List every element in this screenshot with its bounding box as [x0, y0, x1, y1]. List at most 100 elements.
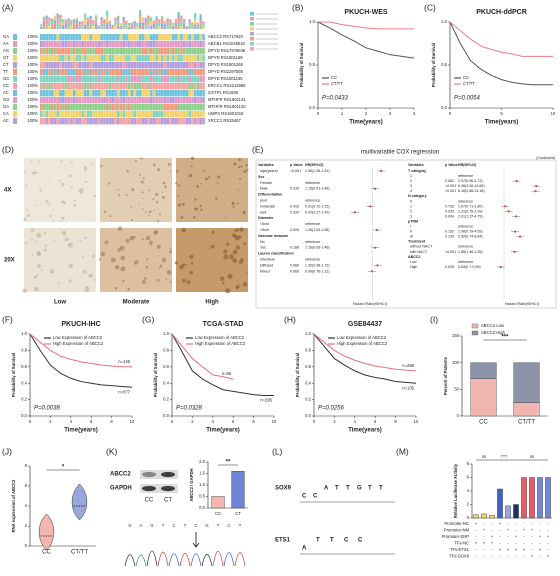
top-bar [59, 22, 62, 29]
heatmap-cell [114, 118, 117, 125]
y-axis-label: Probability of Survival [153, 353, 158, 397]
heatmap-cell [183, 41, 186, 48]
bar [529, 477, 535, 519]
n-label: n=288 [402, 363, 414, 368]
heatmap-cell [166, 41, 170, 48]
y-tick-label: 100 [452, 360, 460, 365]
heatmap-cell [158, 118, 161, 125]
stain [100, 251, 106, 257]
top-bar [70, 20, 73, 23]
stain [240, 165, 243, 168]
heatmap-cell [67, 34, 71, 41]
stain [49, 269, 54, 274]
stain [131, 188, 135, 192]
base: C [194, 523, 197, 528]
heatmap-cell [45, 34, 49, 41]
stain [237, 189, 239, 191]
heatmap-cell [150, 83, 153, 90]
heatmap-cell [84, 104, 87, 111]
stain [25, 184, 28, 186]
heatmap-cell [56, 55, 60, 62]
heatmap-cell [67, 104, 71, 111]
heatmap-cell [53, 90, 57, 97]
stain [186, 280, 191, 285]
survival-curve [171, 333, 274, 396]
table-header: Variables [408, 163, 424, 167]
top-bar [119, 26, 123, 28]
legend-label: Low Expression of ABCC2 [53, 335, 103, 340]
legend-swatch [250, 42, 254, 46]
stain [22, 288, 27, 294]
stain [142, 177, 145, 180]
top-bar [111, 24, 114, 27]
heatmap-cell [78, 118, 82, 125]
top-bar [141, 17, 145, 23]
top-bar [119, 23, 123, 27]
sign: - [483, 521, 485, 526]
stain [141, 208, 144, 210]
y-axis-label: Probability of Survival [299, 43, 304, 87]
stain [45, 200, 49, 204]
heatmap-cell [64, 97, 68, 104]
x-tick-label: 2 [333, 419, 336, 424]
heatmap-cell [136, 76, 139, 83]
heatmap-cell [147, 90, 150, 97]
top-bar [117, 25, 120, 29]
heatmap-cell [141, 41, 145, 48]
code-swatch [13, 62, 17, 68]
top-bar [172, 24, 175, 27]
heatmap-cell [188, 83, 192, 90]
heatmap-cell [128, 76, 131, 83]
heatmap-cell [73, 48, 76, 55]
heatmap-cell [95, 90, 98, 97]
heatmap-cell [155, 48, 159, 55]
stain [227, 273, 233, 279]
y-tick-label: 1.0 [163, 331, 169, 336]
sign: - [539, 528, 541, 533]
ihc-image [100, 158, 172, 222]
sign: - [507, 521, 509, 526]
heatmap-cell [73, 118, 76, 125]
top-bar [183, 23, 186, 29]
heatmap-cell [48, 111, 51, 118]
panel-title: PKUCH-IHC [61, 321, 100, 328]
stain [104, 240, 109, 245]
hr-ci: 1.85(1.46-2.35) [458, 250, 483, 254]
heatmap-cell [48, 118, 51, 125]
heatmap-cell [185, 118, 189, 125]
heatmap-cell [75, 111, 79, 118]
sign: - [539, 554, 541, 559]
heatmap-cell [95, 69, 98, 76]
heatmap-cell [117, 34, 120, 41]
heatmap-cell [117, 48, 120, 55]
n-label: n=135 [402, 385, 414, 390]
top-bar [174, 23, 178, 26]
sign: - [531, 547, 533, 552]
x-axis-label: Time(years) [348, 428, 382, 434]
legend-swatch [250, 27, 254, 31]
stain [61, 186, 63, 188]
heatmap-cell [51, 62, 54, 69]
row-label: High [410, 265, 417, 269]
heatmap-cell [97, 111, 101, 118]
lane-label: CT [164, 498, 172, 504]
heatmap-cell [97, 104, 101, 111]
row-label: poor [260, 198, 268, 202]
gene-label: MTHFR RS1801131 [208, 97, 246, 102]
heatmap-cell [136, 118, 139, 125]
heatmap-cell [100, 41, 104, 48]
trace [157, 551, 169, 567]
percent: 100% [27, 48, 38, 53]
top-bar [122, 21, 125, 24]
top-bar [42, 24, 46, 29]
heatmap-cell [45, 118, 49, 125]
heatmap-cell [48, 55, 51, 62]
heatmap-cell [196, 118, 200, 125]
p-value: 0.253 [445, 209, 454, 213]
heatmap-cell [166, 111, 170, 118]
row-label: ABCC2 [408, 255, 420, 259]
heatmap-cell [163, 97, 167, 104]
heatmap-cell [188, 97, 192, 104]
heatmap-cell [172, 118, 175, 125]
stain [129, 235, 135, 241]
